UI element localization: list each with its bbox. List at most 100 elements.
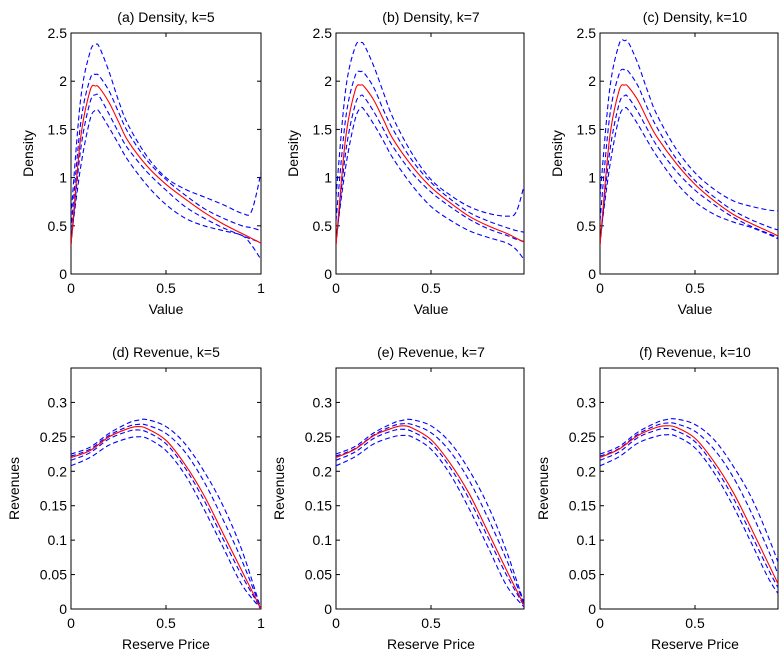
panel-e: (e) Revenue, k=7 0 0.5 0 0.05 0.1 0.15 0.2 0.25 0… [271,344,525,652]
x-tick-label: 1 [257,615,265,631]
series-group [71,43,261,260]
x-tick-label: 0.5 [421,280,441,296]
y-tick-label: 0 [324,266,332,282]
series-group [71,418,261,609]
x-tick-label: 0 [596,280,604,296]
y-tick-label: 1.5 [48,121,68,137]
series-line-band-lower [336,434,524,608]
axes-box [335,32,525,275]
series-line-estimate [336,425,524,607]
panel-d: (d) Revenue, k=5 0 0.5 1 0 0.05 0.1 0.15 0.2 0.25… [6,344,265,652]
x-axis-label: Value [149,301,184,317]
y-tick-label: 0.05 [40,567,67,583]
panel-a: (a) Density, k=5 0 0.5 1 0 0.5 1 1.5 2 2.5 Value De… [20,9,265,317]
series-line-band-lower-inner [600,94,778,246]
y-tick-label: 0.2 [577,463,597,479]
x-axis-label: Value [414,301,449,317]
series-line-estimate [71,84,261,246]
y-tick-label: 0.05 [305,567,332,583]
y-axis-label: Density [285,130,301,177]
series-line-band-lower-inner [336,94,524,246]
panel-title: (d) Revenue, k=5 [112,344,220,360]
y-tick-label: 2 [59,73,67,89]
series-line-band-lower [336,106,524,261]
series-line-band-upper-inner [71,423,261,609]
panel-c: (c) Density, k=10 0 0.5 0 0.5 1 1.5 2 2.5 Value De… [549,9,779,317]
x-tick-label: 1 [257,280,265,296]
y-tick-label: 0 [324,601,332,617]
y-tick-label: 0 [59,601,67,617]
axes-box [599,367,779,610]
series-line-band-upper [600,39,778,212]
y-tick-label: 2 [588,73,596,89]
panel-title: (e) Revenue, k=7 [377,344,485,360]
x-tick-label: 0.5 [421,615,441,631]
y-tick-label: 0.5 [577,218,597,234]
series-line-band-upper [71,43,261,217]
series-line-estimate [600,84,778,246]
y-tick-label: 0.3 [313,394,333,410]
axes-box [335,367,525,610]
x-tick-label: 0.5 [685,615,705,631]
series-group [600,39,778,246]
y-axis-label: Revenues [271,457,287,520]
panel-title: (c) Density, k=10 [643,9,748,25]
series-line-band-upper-inner [600,422,778,576]
y-tick-label: 1 [324,170,332,186]
series-line-band-lower [600,434,778,595]
series-line-band-upper-inner [600,68,778,231]
axes-box [70,367,262,610]
x-axis-label: Reserve Price [387,636,475,652]
y-tick-label: 0.3 [48,394,68,410]
series-group [336,418,524,608]
y-tick-label: 0.5 [48,218,68,234]
x-axis-label: Reserve Price [651,636,739,652]
y-axis-label: Density [20,130,36,177]
y-tick-label: 0.25 [569,429,596,445]
x-tick-label: 0 [332,280,340,296]
series-group [600,418,778,595]
panel-b: (b) Density, k=7 0 0.5 0 0.5 1 1.5 2 2.5 Value Den… [285,9,525,317]
series-line-band-lower-inner [336,428,524,607]
y-tick-label: 2 [324,73,332,89]
series-line-estimate [336,84,524,246]
x-axis-label: Reserve Price [122,636,210,652]
panel-f: (f) Revenue, k=10 0 0.5 0 0.05 0.1 0.15 0.2 0.25… [535,344,779,652]
x-tick-label: 0.5 [685,280,705,296]
y-tick-label: 0.2 [48,463,68,479]
series-line-band-lower-inner [71,93,261,246]
series-line-band-upper [600,418,778,564]
series-line-band-lower [71,436,261,609]
y-axis-label: Revenues [535,457,551,520]
y-tick-label: 0.3 [577,394,597,410]
series-line-estimate [71,425,261,609]
series-line-band-lower-inner [600,427,778,589]
y-tick-label: 1 [59,170,67,186]
y-tick-label: 0.25 [40,429,67,445]
panel-title: (a) Density, k=5 [117,9,215,25]
series-line-estimate [600,425,778,586]
y-tick-label: 1.5 [577,121,597,137]
x-tick-label: 0 [67,615,75,631]
series-group [336,41,524,261]
x-tick-label: 0 [67,280,75,296]
y-tick-label: 0 [588,266,596,282]
panel-title: (f) Revenue, k=10 [639,344,751,360]
axes-box [599,32,779,275]
series-line-band-upper [71,418,261,609]
y-tick-label: 0.5 [313,218,333,234]
y-tick-label: 0.2 [313,463,333,479]
x-tick-label: 0 [596,615,604,631]
y-tick-label: 0.1 [577,532,597,548]
series-line-band-lower [71,108,261,260]
y-tick-label: 0.15 [305,498,332,514]
x-axis-label: Value [678,301,713,317]
y-tick-label: 1.5 [313,121,333,137]
y-tick-label: 0.25 [305,429,332,445]
series-line-band-upper-inner [336,70,524,233]
y-tick-label: 2.5 [577,25,597,41]
y-tick-label: 0 [588,601,596,617]
y-tick-label: 0.1 [48,532,68,548]
x-tick-label: 0 [332,615,340,631]
